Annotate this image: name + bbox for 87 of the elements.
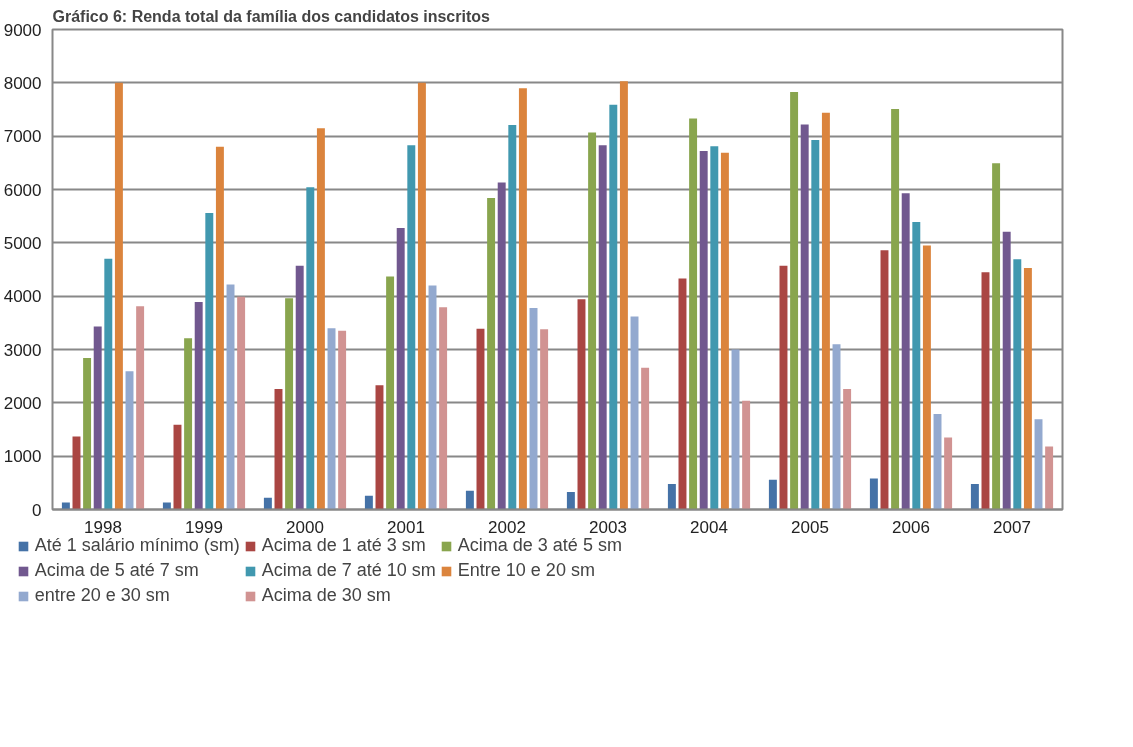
bar <box>811 139 820 510</box>
x-tick-label: 2005 <box>791 517 829 537</box>
bar <box>869 478 878 510</box>
bar <box>439 307 448 510</box>
bar <box>609 104 618 510</box>
bar <box>83 358 92 510</box>
bar <box>285 298 294 510</box>
legend-label: Acima de 7 até 10 sm <box>261 560 436 581</box>
bar <box>800 124 809 510</box>
bar <box>901 193 910 510</box>
legend-label: Entre 10 e 20 sm <box>457 560 595 581</box>
bar <box>306 187 315 510</box>
bar <box>689 118 698 510</box>
bar <box>720 152 729 510</box>
y-tick-label: 0 <box>32 500 42 520</box>
bar <box>742 400 751 510</box>
bar <box>922 245 931 510</box>
bar <box>699 151 708 510</box>
bar <box>1002 231 1011 510</box>
bar <box>93 326 102 510</box>
bar <box>407 145 416 510</box>
bar <box>465 490 474 510</box>
legend-label: Até 1 salário mínimo (sm) <box>34 535 240 556</box>
bar <box>184 338 193 510</box>
bar <box>508 124 517 510</box>
bar <box>237 296 246 510</box>
bar <box>843 388 852 510</box>
bar <box>619 81 628 510</box>
bar <box>316 128 325 510</box>
y-tick-label: 7000 <box>3 127 42 147</box>
bar <box>364 495 373 510</box>
bar <box>396 227 405 510</box>
bar <box>598 145 607 510</box>
x-tick-label: 2000 <box>286 517 324 537</box>
x-tick-label: 2003 <box>589 517 627 537</box>
bar <box>821 112 830 510</box>
chart-title: Gráfico 6: Renda total da família dos candidatos inscritos <box>52 7 491 25</box>
bar <box>497 182 506 510</box>
y-tick-label: 4000 <box>3 287 42 307</box>
y-tick-label: 8000 <box>3 73 42 93</box>
legend-label: Acima de 1 até 3 sm <box>261 535 426 556</box>
bar <box>386 276 395 510</box>
legend-label: entre 20 e 30 sm <box>34 585 170 606</box>
bar <box>338 330 347 510</box>
bar <box>566 491 575 510</box>
bar <box>970 483 979 510</box>
bar <box>710 146 719 510</box>
bar <box>295 265 304 510</box>
x-tick-label: 2002 <box>488 517 526 537</box>
legend-label: Acima de 30 sm <box>261 585 391 606</box>
y-tick-label: 9000 <box>3 20 42 40</box>
bar <box>891 108 900 510</box>
x-tick-label: 2007 <box>993 517 1031 537</box>
bar <box>114 82 123 510</box>
bar <box>136 306 145 510</box>
bar <box>540 329 549 510</box>
y-tick-label: 6000 <box>3 180 42 200</box>
y-tick-label: 5000 <box>3 233 42 253</box>
bar <box>641 367 650 510</box>
bar <box>667 483 676 510</box>
bar <box>912 222 921 510</box>
bar <box>588 132 597 510</box>
bar <box>1023 267 1032 510</box>
bar <box>1045 446 1054 510</box>
bar <box>944 437 953 510</box>
bar <box>194 302 203 510</box>
bar <box>104 258 113 510</box>
x-tick-label: 2001 <box>387 517 425 537</box>
bar <box>263 497 272 510</box>
x-tick-label: 2004 <box>690 517 728 537</box>
bar <box>487 198 496 510</box>
x-tick-label: 2006 <box>892 517 930 537</box>
bar <box>1013 259 1022 510</box>
bar <box>768 479 777 510</box>
legend-label: Acima de 5 até 7 sm <box>34 560 199 581</box>
bar <box>205 212 214 510</box>
x-tick-label: 1998 <box>84 517 122 537</box>
bar <box>992 163 1001 510</box>
y-tick-label: 2000 <box>3 393 42 413</box>
bar <box>518 88 527 510</box>
legend-label: Acima de 3 até 5 sm <box>457 535 622 556</box>
x-tick-label: 1999 <box>185 517 223 537</box>
bar <box>215 146 224 510</box>
bar <box>790 91 799 510</box>
y-tick-label: 3000 <box>3 340 42 360</box>
y-tick-label: 1000 <box>3 447 42 467</box>
bar <box>417 82 426 510</box>
